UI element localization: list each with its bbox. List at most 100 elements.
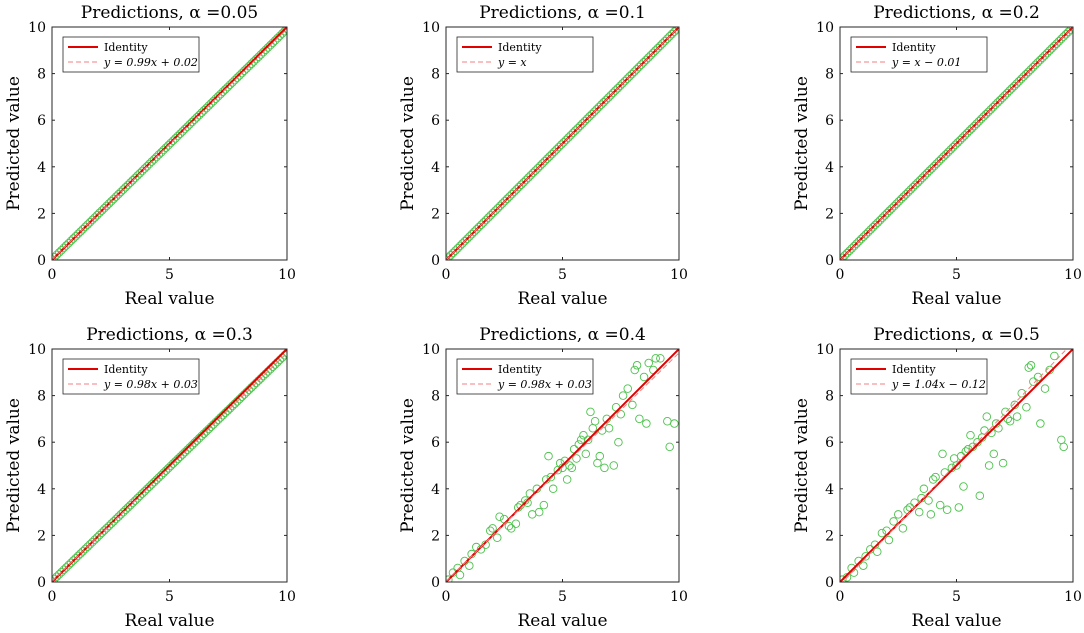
data-point <box>947 463 957 473</box>
data-point <box>623 384 632 393</box>
data-point <box>166 138 175 148</box>
data-point <box>133 494 142 503</box>
data-point <box>1050 351 1059 361</box>
data-point <box>140 164 149 173</box>
data-point <box>142 484 152 494</box>
x-tick-label: 0 <box>48 267 57 283</box>
data-point <box>180 124 190 134</box>
data-point <box>64 238 73 248</box>
data-point <box>565 461 574 470</box>
data-point <box>968 442 978 452</box>
data-point <box>602 414 612 424</box>
legend-box <box>850 358 988 395</box>
data-point <box>929 161 939 171</box>
data-point <box>247 59 256 69</box>
data-point <box>955 135 965 145</box>
data-point <box>57 245 66 255</box>
data-point <box>78 224 88 234</box>
identity-line <box>52 27 287 260</box>
data-point <box>493 203 503 213</box>
data-point <box>557 140 566 149</box>
subplot-1: 0 5 10 0 2 4 6 8 10 Predictions, α =0.05 Real valu… <box>4 3 296 309</box>
data-point <box>90 213 99 222</box>
legend-identity-label: Identity <box>104 41 148 54</box>
data-point <box>528 168 538 178</box>
x-axis-label: Real value <box>517 611 607 631</box>
data-point <box>561 135 571 145</box>
data-point <box>1017 389 1026 398</box>
data-point <box>573 123 583 133</box>
data-point <box>1054 37 1064 46</box>
data-point <box>871 220 880 230</box>
data-point <box>453 243 463 253</box>
data-point <box>52 572 62 581</box>
y-tick-label: 0 <box>37 253 46 269</box>
data-point <box>960 131 969 140</box>
y-tick-label: 10 <box>816 342 834 358</box>
data-point <box>242 64 251 73</box>
data-point <box>99 526 109 535</box>
data-point <box>114 190 123 199</box>
data-point <box>69 234 78 243</box>
y-tick-label: 0 <box>825 575 834 591</box>
data-point <box>873 218 882 227</box>
data-point <box>991 419 1001 428</box>
data-point <box>959 482 968 491</box>
data-point <box>934 157 944 166</box>
data-point <box>924 496 933 505</box>
data-point <box>59 565 69 575</box>
data-point <box>135 491 145 501</box>
data-point <box>278 29 287 38</box>
data-point <box>1000 91 1010 100</box>
data-point <box>566 131 575 140</box>
data-point <box>145 482 154 491</box>
data-point <box>85 540 95 549</box>
data-point <box>958 133 967 143</box>
data-point <box>88 537 97 547</box>
data-point <box>111 514 121 524</box>
data-point <box>634 62 644 72</box>
y-tick-label: 10 <box>816 20 834 36</box>
data-point <box>187 440 197 450</box>
data-point <box>511 519 521 529</box>
data-point <box>899 192 908 201</box>
data-point <box>948 143 958 152</box>
data-point <box>171 134 180 143</box>
data-point <box>615 81 625 91</box>
data-point <box>104 521 114 531</box>
data-point <box>97 206 107 215</box>
data-point <box>282 27 287 34</box>
data-point <box>648 48 658 58</box>
y-tick-label: 0 <box>37 575 46 591</box>
data-point <box>273 33 282 43</box>
data-point <box>1026 65 1035 74</box>
data-point <box>840 253 847 260</box>
data-point <box>979 112 988 121</box>
data-point <box>164 141 173 150</box>
legend: Identity y = 0.98x + 0.03 <box>456 358 594 395</box>
subplot-title: Predictions, α =0.3 <box>86 325 253 345</box>
data-point <box>587 109 597 119</box>
subplot-title: Predictions, α =0.4 <box>479 325 646 345</box>
y-axis-label: Predicted value <box>792 398 812 533</box>
data-point <box>493 533 502 542</box>
data-point <box>156 148 166 157</box>
data-point <box>859 232 868 241</box>
legend-fit-label: y = 1.04x − 0.12 <box>891 378 986 391</box>
data-point <box>1042 48 1052 58</box>
legend-fit-label: y = 0.98x + 0.03 <box>497 378 592 391</box>
data-point <box>52 250 62 260</box>
y-tick-label: 2 <box>431 528 440 544</box>
data-point <box>137 166 147 176</box>
identity-line <box>840 349 1073 582</box>
data-point <box>175 452 185 462</box>
data-point <box>523 498 532 508</box>
legend-identity-label: Identity <box>892 363 936 376</box>
subplot-5: 0 5 10 0 2 4 6 8 10 Predictions, α =0.4 Real value… <box>398 325 688 631</box>
x-tick-label: 0 <box>836 267 845 283</box>
data-point <box>653 43 663 53</box>
data-point <box>156 470 166 480</box>
x-tick-label: 10 <box>670 267 688 283</box>
data-point <box>1014 77 1024 86</box>
y-axis-label: Predicted value <box>398 76 418 211</box>
